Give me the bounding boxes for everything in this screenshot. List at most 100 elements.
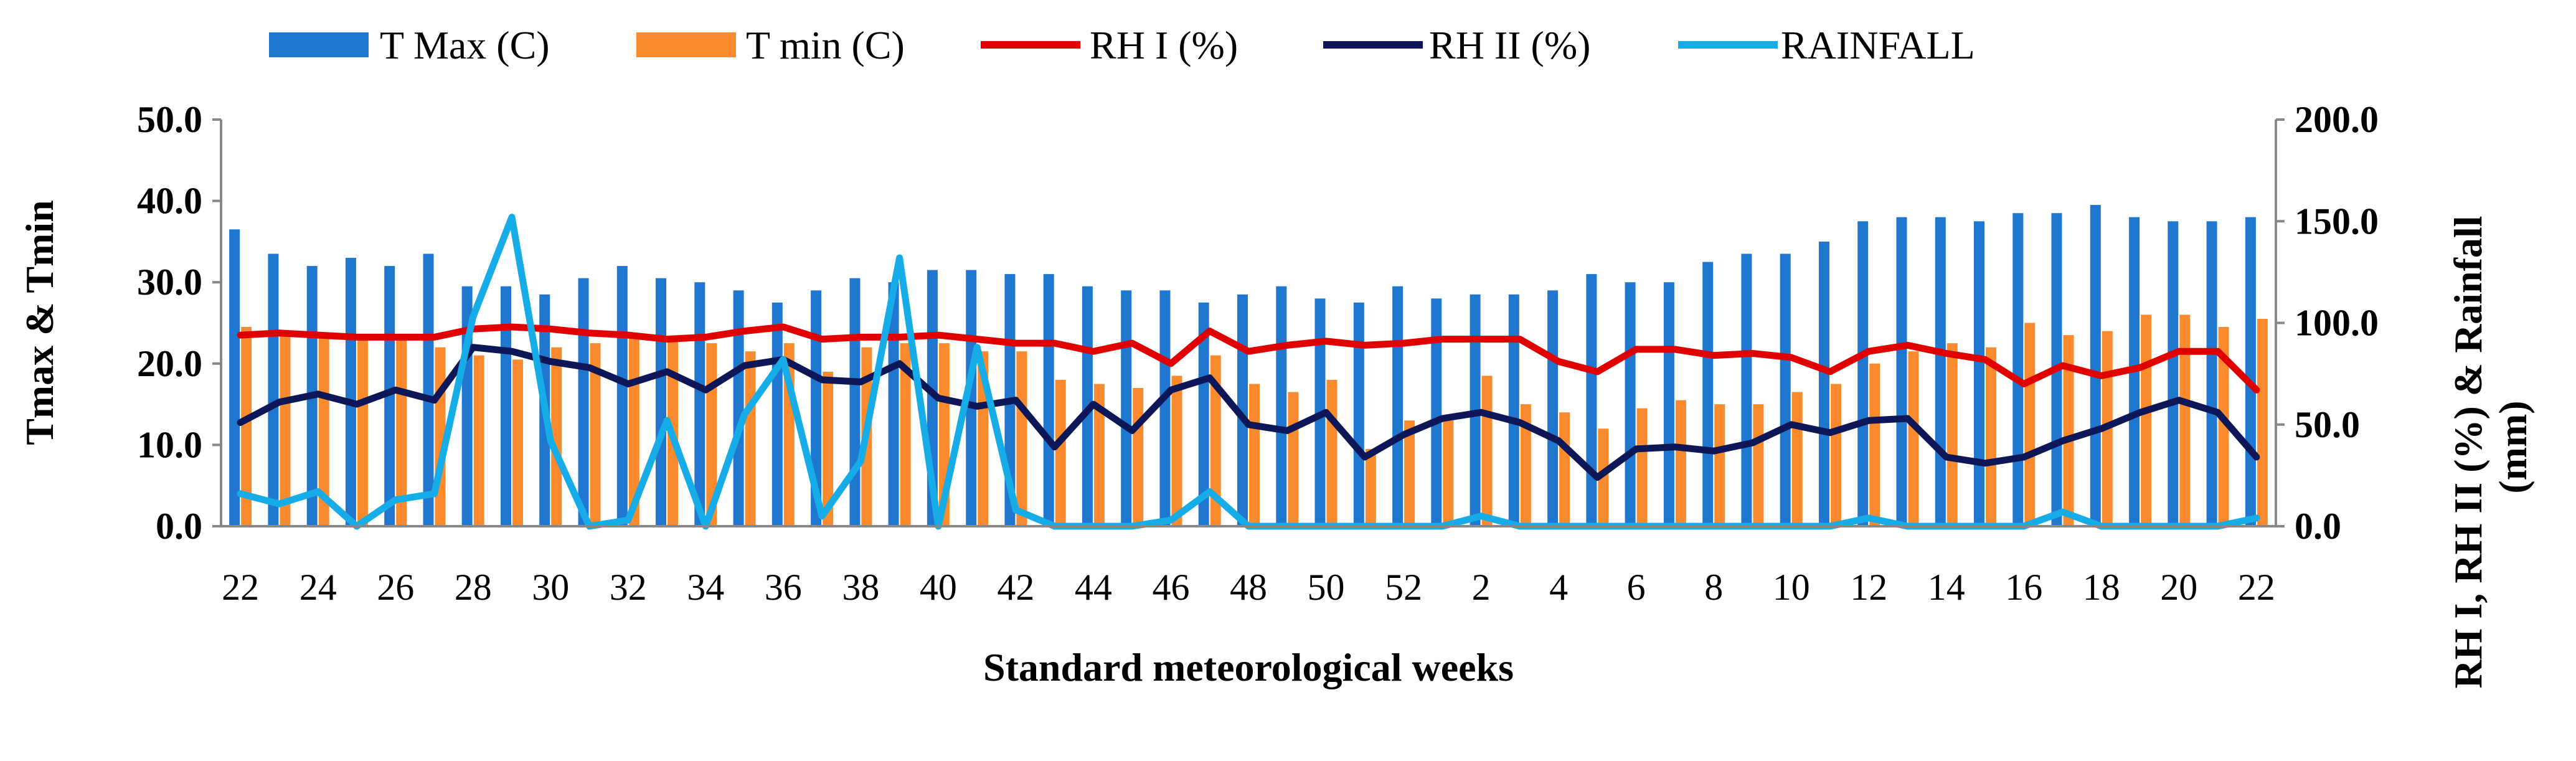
- legend-swatch-tmax: [269, 32, 369, 57]
- bar-t-min-c-26: [1249, 384, 1260, 526]
- bar-t-max-c-27: [1276, 286, 1287, 526]
- x-tick-label: 44: [1075, 567, 1112, 608]
- legend-label-tmin: T min (C): [746, 23, 905, 67]
- bar-t-max-c-50: [2168, 221, 2179, 527]
- bar-t-max-c-37: [1663, 282, 1674, 526]
- bar-t-min-c-9: [590, 343, 601, 526]
- x-tick-label: 16: [2005, 567, 2042, 608]
- bar-t-min-c-42: [1869, 363, 1880, 526]
- bar-t-max-c-4: [384, 266, 395, 526]
- x-axis-title: Standard meteorological weeks: [983, 645, 1514, 689]
- bar-t-max-c-25: [1198, 302, 1209, 526]
- x-tick-label: 20: [2160, 567, 2197, 608]
- bar-t-min-c-38: [1714, 404, 1725, 526]
- bar-t-max-c-51: [2206, 221, 2217, 527]
- x-tick-label: 42: [997, 567, 1034, 608]
- bar-t-max-c-11: [656, 278, 666, 526]
- x-tick-label: 24: [300, 567, 337, 608]
- bar-t-min-c-21: [1055, 379, 1066, 526]
- bar-t-min-c-13: [745, 351, 756, 526]
- legend-label-rainfall: RAINFALL: [1781, 23, 1975, 67]
- bar-t-min-c-46: [2024, 323, 2036, 526]
- bar-t-min-c-31: [1443, 420, 1454, 526]
- bar-t-max-c-40: [1780, 253, 1791, 526]
- bar-t-max-c-30: [1392, 286, 1404, 526]
- bar-t-min-c-41: [1831, 384, 1841, 526]
- x-tick-label: 50: [1308, 567, 1345, 608]
- x-tick-label: 4: [1549, 567, 1568, 608]
- y-left-tick-label: 0.0: [156, 506, 202, 547]
- bar-t-min-c-39: [1753, 404, 1764, 526]
- bar-t-max-c-5: [423, 253, 434, 526]
- x-tick-label: 32: [610, 567, 647, 608]
- bar-t-min-c-35: [1598, 428, 1609, 526]
- y-axis-right-title: RH I, RH II (%) & Rainfall (mm): [2446, 206, 2535, 688]
- y-left-tick-label: 20.0: [137, 343, 202, 384]
- bar-t-max-c-42: [1857, 221, 1869, 527]
- bar-t-min-c-6: [473, 355, 484, 526]
- bar-t-min-c-15: [823, 371, 834, 526]
- bar-t-max-c-44: [1935, 217, 1946, 526]
- bar-t-max-c-9: [578, 278, 589, 526]
- bar-t-max-c-12: [694, 282, 705, 526]
- bar-t-max-c-21: [1043, 274, 1054, 526]
- bar-t-max-c-19: [966, 270, 977, 526]
- bar-t-max-c-10: [616, 266, 628, 526]
- bar-t-max-c-7: [501, 286, 511, 526]
- bar-t-max-c-46: [2012, 213, 2024, 526]
- bar-t-min-c-23: [1133, 388, 1144, 526]
- y-left-tick-label: 50.0: [137, 99, 202, 140]
- x-tick-label: 22: [2238, 567, 2275, 608]
- bar-t-max-c-34: [1547, 290, 1559, 526]
- x-tick-label: 30: [532, 567, 569, 608]
- y-axis-left-ticks: 0.0 10.0 20.0 30.0 40.0 50.0: [137, 99, 221, 547]
- bar-t-min-c-49: [2141, 314, 2152, 526]
- bar-t-max-c-45: [1974, 221, 1984, 527]
- x-axis-ticks: 22 24 26 28 30 32 34 36 38 40 42 44 46 48 50 52 2 4 6 8 10 12…: [222, 567, 2275, 608]
- y-axis-left-title: Tmax & Tmin: [17, 200, 62, 445]
- bar-t-max-c-15: [811, 290, 822, 526]
- bar-t-min-c-30: [1404, 420, 1415, 526]
- bar-t-min-c-29: [1365, 448, 1376, 526]
- y-right-tick-label: 150.0: [2295, 201, 2379, 242]
- bar-t-min-c-1: [280, 335, 291, 526]
- bar-t-max-c-38: [1702, 262, 1714, 526]
- bar-t-max-c-29: [1353, 302, 1364, 526]
- x-tick-label: 46: [1153, 567, 1190, 608]
- bar-t-min-c-45: [1986, 347, 1996, 526]
- legend-label-tmax: T Max (C): [380, 23, 550, 67]
- bar-t-min-c-24: [1171, 376, 1182, 526]
- x-tick-label: 26: [377, 567, 414, 608]
- x-tick-label: 18: [2083, 567, 2120, 608]
- x-tick-label: 36: [765, 567, 802, 608]
- legend-label-rh1: RH I (%): [1090, 23, 1238, 67]
- bar-t-min-c-25: [1210, 355, 1221, 526]
- bar-t-max-c-14: [771, 302, 783, 526]
- bar-t-min-c-34: [1559, 412, 1570, 526]
- legend-label-rh2: RH II (%): [1429, 23, 1590, 67]
- bar-t-max-c-35: [1586, 274, 1597, 526]
- bar-t-min-c-0: [241, 327, 252, 526]
- bar-t-min-c-32: [1481, 376, 1493, 526]
- bar-t-min-c-33: [1520, 404, 1531, 526]
- x-tick-label: 28: [455, 567, 492, 608]
- bar-t-min-c-44: [1946, 343, 1958, 526]
- y-left-tick-label: 40.0: [137, 181, 202, 222]
- x-tick-label: 34: [687, 567, 724, 608]
- bar-t-min-c-50: [2179, 314, 2191, 526]
- bar-t-min-c-52: [2257, 319, 2268, 526]
- bar-t-max-c-48: [2090, 205, 2101, 527]
- bar-t-min-c-40: [1791, 392, 1803, 526]
- y-right-tick-label: 0.0: [2295, 506, 2341, 547]
- y-right-tick-label: 200.0: [2295, 99, 2379, 140]
- y-left-tick-label: 30.0: [137, 262, 202, 303]
- bar-t-max-c-16: [849, 278, 861, 526]
- bar-t-min-c-28: [1326, 379, 1338, 526]
- bar-t-max-c-17: [888, 282, 899, 526]
- legend-swatch-tmin: [636, 32, 736, 57]
- x-tick-label: 10: [1773, 567, 1810, 608]
- bar-t-max-c-43: [1896, 217, 1907, 526]
- bar-t-min-c-8: [551, 347, 562, 526]
- bar-t-min-c-2: [318, 335, 329, 526]
